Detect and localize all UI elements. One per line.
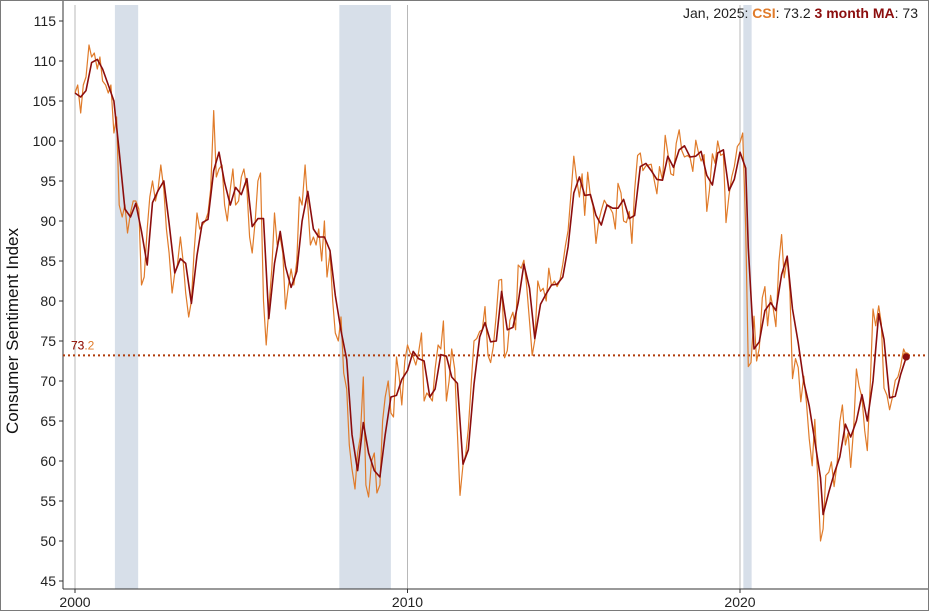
readout-ma-value: : 73 xyxy=(894,5,918,21)
reference-label-csi: 73.2 xyxy=(71,338,95,352)
y-tick-label: 80 xyxy=(40,293,56,309)
readout-csi-value: : 73.2 xyxy=(775,5,811,21)
y-tick-label: 70 xyxy=(40,373,56,389)
y-tick-label: 65 xyxy=(40,413,56,429)
y-tick-label: 60 xyxy=(40,453,56,469)
x-tick-label: 2020 xyxy=(724,594,755,610)
y-tick-label: 50 xyxy=(40,533,56,549)
y-axis-label: Consumer Sentiment Index xyxy=(3,228,22,434)
readout-csi-label: CSI xyxy=(752,5,776,21)
ma-series-line xyxy=(74,58,908,516)
year-marker-lines xyxy=(74,5,741,589)
y-tick-label: 90 xyxy=(40,213,56,229)
x-tick-label: 2010 xyxy=(392,594,423,610)
series-lines xyxy=(74,44,910,542)
y-tick-label: 85 xyxy=(40,253,56,269)
readout-ma-label: 3 month MA xyxy=(814,5,895,21)
latest-value-readout: Jan, 2025: CSI: 73.2 3 month MA: 73 xyxy=(683,5,918,21)
y-tick-label: 115 xyxy=(34,13,57,29)
readout-date: Jan, 2025: xyxy=(682,5,749,21)
recession-band xyxy=(339,5,391,589)
y-tick-label: 95 xyxy=(40,173,56,189)
reference-label-ma: 73 xyxy=(71,338,85,352)
y-tick-label: 100 xyxy=(33,133,57,149)
x-tick-label: 2000 xyxy=(59,594,90,610)
axes: 45 50 55 60 65 70 75 80 85 90 95 100 105 110 115 2000 20… xyxy=(33,1,928,610)
recession-band xyxy=(114,5,139,589)
y-tick-label: 55 xyxy=(40,493,56,509)
reference-line: 73.273 xyxy=(63,338,928,357)
ma-last-point xyxy=(902,353,910,361)
y-tick-label: 45 xyxy=(40,573,56,589)
recession-bands xyxy=(114,5,752,589)
y-tick-label: 105 xyxy=(33,93,57,109)
y-tick-label: 75 xyxy=(40,333,56,349)
csi-series-line xyxy=(74,44,907,542)
y-tick-label: 110 xyxy=(34,53,57,69)
